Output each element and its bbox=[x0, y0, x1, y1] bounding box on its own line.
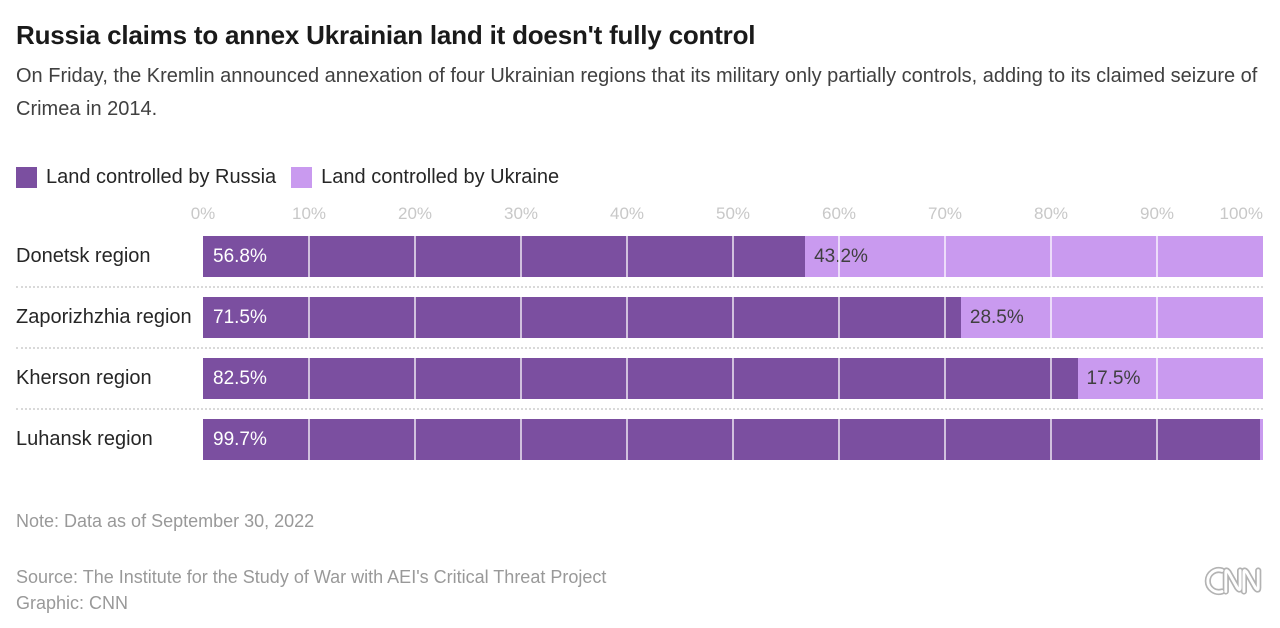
x-tick-label: 0% bbox=[190, 204, 216, 223]
legend-swatch bbox=[291, 167, 313, 188]
legend-label: Land controlled by Russia bbox=[46, 166, 277, 188]
cnn-logo-icon bbox=[1204, 566, 1262, 596]
row-label: Zaporizhzhia region bbox=[16, 306, 192, 328]
stacked-bar-chart: 0% 10% 20% 30% 40% 50% 60% 70% 80% 90% 100% Donets… bbox=[16, 204, 1263, 460]
chart-row: Zaporizhzhia region 71.5% 28.5% bbox=[16, 297, 1263, 349]
x-tick-label: 20% bbox=[397, 204, 433, 223]
x-tick-label: 90% bbox=[1139, 204, 1175, 223]
chart-note: Note: Data as of September 30, 2022 bbox=[16, 511, 315, 531]
chart-credits: Source: The Institute for the Study of W… bbox=[16, 564, 1263, 616]
legend-item: Land controlled by Russia bbox=[16, 166, 276, 189]
bar-segment-russia: 99.7% bbox=[203, 419, 1260, 460]
legend: Land controlled by Russia Land controlled… bbox=[16, 166, 1263, 189]
x-tick-label: 80% bbox=[1033, 204, 1069, 223]
x-axis: 0% 10% 20% 30% 40% 50% 60% 70% 80% 90% 100% bbox=[191, 204, 1263, 226]
bar-segment-russia: 82.5% bbox=[203, 358, 1078, 399]
bar-segment-ukraine: 43.2% bbox=[805, 236, 1263, 277]
chart-row: Kherson region 82.5% 17.5% bbox=[16, 358, 1263, 410]
x-tick-label: 40% bbox=[609, 204, 645, 223]
bar-segment-ukraine: 17.5% bbox=[1077, 358, 1263, 399]
bar-value-label: 56.8% bbox=[213, 245, 267, 267]
bar-value-label: 17.5% bbox=[1086, 367, 1141, 389]
bar-value-label: 99.7% bbox=[213, 428, 267, 450]
chart-source: Source: The Institute for the Study of W… bbox=[16, 567, 607, 587]
x-tick-label: 10% bbox=[291, 204, 327, 223]
legend-label: Land controlled by Ukraine bbox=[321, 166, 560, 188]
bar-segment-russia: 71.5% bbox=[203, 297, 961, 338]
x-tick-label: 100% bbox=[1219, 204, 1263, 223]
bar-track: 99.7% bbox=[203, 419, 1263, 460]
bar-segment-ukraine: 28.5% bbox=[960, 297, 1263, 338]
bar-segment-russia: 56.8% bbox=[203, 236, 806, 277]
x-tick-label: 50% bbox=[715, 204, 751, 223]
bar-value-label: 28.5% bbox=[969, 306, 1024, 328]
row-label: Luhansk region bbox=[16, 428, 153, 450]
bar-value-label: 43.2% bbox=[814, 245, 868, 267]
bar-track: 56.8% 43.2% bbox=[203, 236, 1263, 277]
bar-value-label: 82.5% bbox=[213, 367, 267, 389]
x-tick-label: 30% bbox=[503, 204, 539, 223]
chart-subtitle: On Friday, the Kremlin announced annexat… bbox=[16, 65, 1258, 120]
chart-row: Donetsk region 56.8% 43.2% bbox=[16, 236, 1263, 288]
x-tick-label: 60% bbox=[821, 204, 857, 223]
bar-value-label: 71.5% bbox=[213, 306, 267, 328]
legend-swatch bbox=[16, 167, 37, 188]
chart-title: Russia claims to annex Ukrainian land it… bbox=[16, 20, 756, 50]
row-label: Donetsk region bbox=[16, 245, 151, 267]
x-tick-label: 70% bbox=[927, 204, 963, 223]
chart-row: Luhansk region 99.7% bbox=[16, 419, 1263, 460]
row-label: Kherson region bbox=[16, 367, 152, 389]
chart-graphic-credit: Graphic: CNN bbox=[16, 593, 129, 613]
bar-track: 71.5% 28.5% bbox=[203, 297, 1263, 338]
chart-rows: Donetsk region 56.8% 43.2% Zaporizhzhia reg… bbox=[16, 236, 1263, 460]
bar-segment-ukraine bbox=[1259, 419, 1263, 460]
bar-track: 82.5% 17.5% bbox=[203, 358, 1263, 399]
legend-item: Land controlled by Ukraine bbox=[291, 166, 559, 189]
